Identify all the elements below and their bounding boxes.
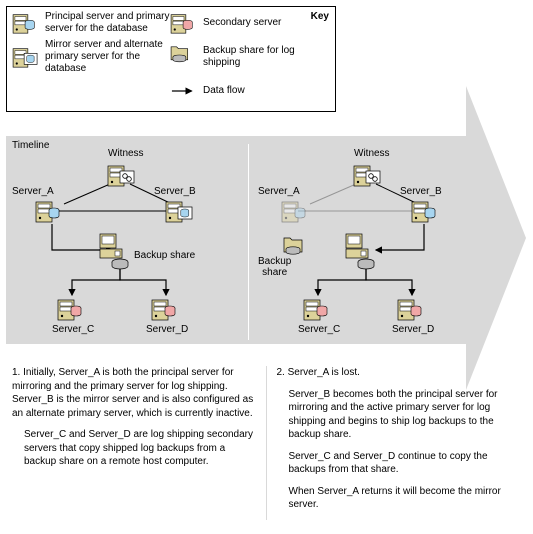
backup-host-node xyxy=(346,234,368,258)
server-c-node xyxy=(58,300,81,320)
server-c-label: Server_C xyxy=(298,324,340,335)
state-2-diagram: Witness Server_A Server_B Backup share S… xyxy=(258,140,486,343)
timeline-arrow: Timeline Witne xyxy=(6,120,526,360)
step-1-description: 1. Initially, Server_A is both the princ… xyxy=(6,366,262,520)
backup-share-label: Backup share xyxy=(258,256,291,278)
state-1-diagram: Witness Server_A Server_B Backup share S… xyxy=(12,140,240,343)
server-a-label: Server_A xyxy=(258,186,300,197)
server-mirror-icon xyxy=(13,45,39,69)
server-a-label: Server_A xyxy=(12,186,54,197)
server-b-label: Server_B xyxy=(400,186,442,197)
server-b-node xyxy=(412,202,435,222)
legend-item-mirror: Mirror server and alternate primary serv… xyxy=(13,39,171,75)
witness-label: Witness xyxy=(108,148,144,159)
legend-item-principal: Principal server and primary server for … xyxy=(13,11,171,35)
server-secondary-icon xyxy=(171,11,197,35)
server-principal-icon xyxy=(13,11,39,35)
server-b-label: Server_B xyxy=(154,186,196,197)
witness-node xyxy=(108,166,134,186)
pane-divider xyxy=(248,144,249,340)
backup-share-label: Backup share xyxy=(134,250,195,261)
witness-label: Witness xyxy=(354,148,390,159)
server-c-node xyxy=(304,300,327,320)
server-a-node xyxy=(36,202,59,222)
server-d-label: Server_D xyxy=(146,324,188,335)
legend-item-secondary: Secondary server xyxy=(171,11,329,35)
backup-folder-node xyxy=(284,238,302,254)
server-b-node xyxy=(166,202,192,222)
witness-node xyxy=(354,166,380,186)
legend-item-dataflow: Data flow xyxy=(171,79,329,103)
server-d-label: Server_D xyxy=(392,324,434,335)
legend-title: Key xyxy=(311,11,329,22)
legend-item-backup: Backup share for log shipping xyxy=(171,39,329,75)
legend-box: Key Principal server and primary server … xyxy=(6,6,336,112)
server-a-node-lost xyxy=(282,202,305,222)
dataflow-arrow-icon xyxy=(171,79,197,103)
server-c-label: Server_C xyxy=(52,324,94,335)
descriptions: 1. Initially, Server_A is both the princ… xyxy=(6,366,526,520)
backup-share-icon xyxy=(171,45,197,69)
server-d-node xyxy=(398,300,421,320)
server-d-node xyxy=(152,300,175,320)
backup-host-node xyxy=(100,234,122,258)
